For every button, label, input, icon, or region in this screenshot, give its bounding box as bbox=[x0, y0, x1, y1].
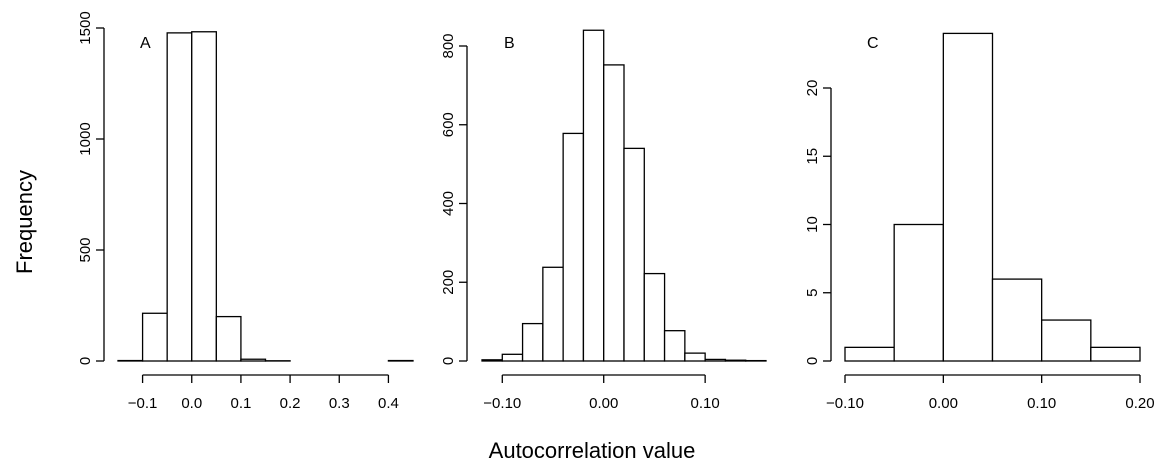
x-axis-title: Autocorrelation value bbox=[489, 438, 696, 463]
panel-b-bar bbox=[684, 352, 706, 362]
panel-c-x-tick-label: 0.00 bbox=[929, 395, 958, 412]
panel-c-bar bbox=[1041, 319, 1092, 362]
panel-b-y-tick-label: 200 bbox=[440, 270, 457, 295]
panel-a-bar bbox=[166, 32, 193, 362]
panel-c-label: C bbox=[867, 35, 879, 52]
panel-a-y-tick-label: 500 bbox=[77, 237, 94, 262]
panel-a-bar bbox=[191, 31, 217, 362]
panel-c-bar bbox=[844, 346, 895, 362]
panel-b-x-tick-label: 0.00 bbox=[589, 395, 618, 412]
panel-b-bar bbox=[724, 359, 747, 362]
panel-a-x-tick-label: 0.1 bbox=[230, 395, 251, 412]
panel-b-x-tick-label: −0.10 bbox=[483, 395, 521, 412]
panel-c-y-tick-label: 0 bbox=[804, 357, 821, 365]
panel-a-x-tick-label: 0.2 bbox=[280, 395, 301, 412]
panel-a-x-tick-label: 0.4 bbox=[378, 395, 399, 412]
panel-b-label: B bbox=[504, 35, 515, 52]
y-axis-title: Frequency bbox=[12, 170, 37, 274]
panel-c-y-tick-label: 10 bbox=[804, 216, 821, 233]
panel-b-bar bbox=[643, 272, 666, 362]
panel-c-bar bbox=[942, 32, 994, 362]
panel-b-bar bbox=[603, 64, 625, 362]
panel-b-bar bbox=[582, 29, 605, 362]
panel-a-y-tick-label: 1500 bbox=[77, 11, 94, 44]
panel-c-bar bbox=[1090, 346, 1141, 362]
panel-c-y-tick-label: 5 bbox=[804, 289, 821, 297]
panel-c-bar bbox=[991, 278, 1043, 362]
panel-b-bar bbox=[623, 147, 645, 362]
panel-a-bar bbox=[240, 358, 267, 362]
panel-b-x-tick-label: 0.10 bbox=[691, 395, 720, 412]
panel-b-bar bbox=[704, 358, 727, 362]
panel-b-bar bbox=[481, 359, 503, 362]
panel-b-y-tick-label: 400 bbox=[440, 191, 457, 216]
panel-c-x-tick-label: 0.20 bbox=[1125, 395, 1154, 412]
panel-c-x-tick-label: 0.10 bbox=[1027, 395, 1056, 412]
panel-b-y-tick-label: 600 bbox=[440, 112, 457, 137]
panel-b-bar bbox=[663, 330, 686, 362]
panel-a-y-tick-label: 0 bbox=[77, 357, 94, 365]
panel-a-x-tick-label: 0.3 bbox=[329, 395, 350, 412]
panel-c-y-tick-label: 15 bbox=[804, 148, 821, 165]
panel-b-bar bbox=[562, 132, 585, 362]
panel-a-x-tick-label: −0.1 bbox=[128, 395, 158, 412]
panel-a-x-tick-label: 0.0 bbox=[181, 395, 202, 412]
panel-a-bar bbox=[215, 315, 242, 362]
panel-a-label: A bbox=[140, 35, 151, 52]
panel-b-y-tick-label: 800 bbox=[440, 33, 457, 58]
panel-c-y-tick-label: 20 bbox=[804, 80, 821, 97]
panel-b-bar bbox=[501, 353, 524, 362]
panel-b-y-tick-label: 0 bbox=[440, 357, 457, 365]
panel-b-bar bbox=[521, 322, 544, 362]
panel-c-bar bbox=[893, 223, 944, 362]
panel-a-bar bbox=[141, 312, 168, 362]
panel-a-y-tick-label: 1000 bbox=[77, 122, 94, 155]
panel-b-bar bbox=[542, 266, 564, 362]
panel-c-x-tick-label: −0.10 bbox=[826, 395, 864, 412]
